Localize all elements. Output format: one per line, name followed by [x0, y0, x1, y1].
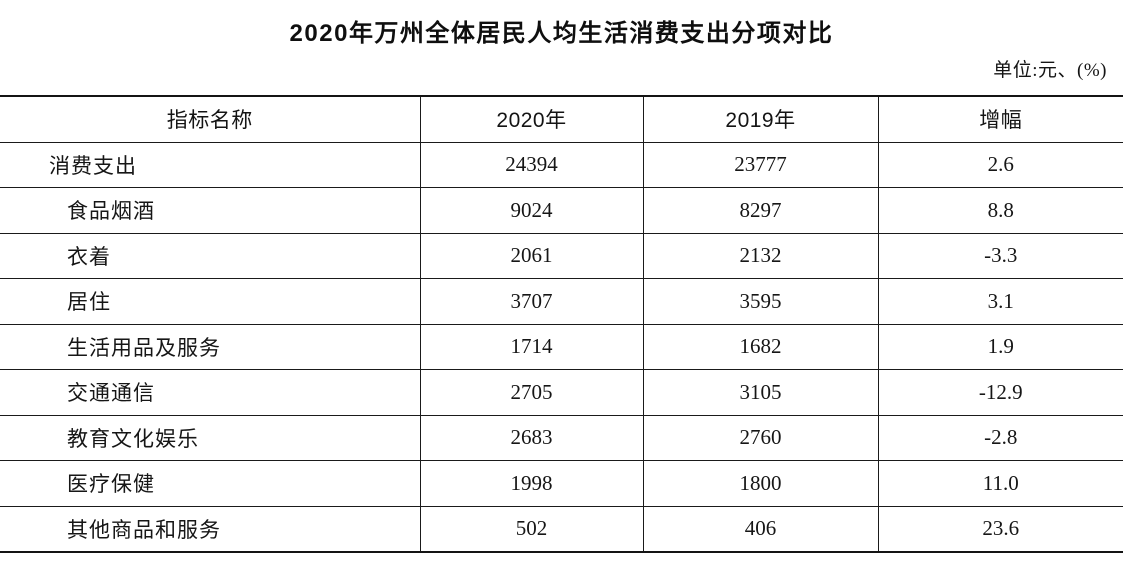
value-growth: 23.6 — [877, 506, 1123, 552]
table-row: 其他商品和服务 502 406 23.6 — [0, 506, 1123, 552]
value-2020: 2683 — [419, 415, 643, 461]
value-2020: 3707 — [419, 278, 643, 324]
indicator-label: 居住 — [67, 290, 111, 315]
indicator-label: 交通通信 — [67, 381, 155, 406]
table-row: 居住 3707 3595 3.1 — [0, 278, 1123, 324]
indicator-label: 其他商品和服务 — [67, 517, 221, 542]
table-row: 医疗保健 1998 1800 11.0 — [0, 460, 1123, 506]
value-2019: 1682 — [642, 324, 878, 370]
indicator-label: 消费支出 — [49, 153, 137, 178]
value-2020: 2061 — [419, 233, 643, 279]
value-2020: 1998 — [419, 460, 643, 506]
value-growth: -3.3 — [877, 233, 1123, 279]
value-2020: 502 — [419, 506, 643, 552]
value-growth: 11.0 — [877, 460, 1123, 506]
column-header-2019: 2019年 — [642, 96, 878, 142]
indicator-label: 衣着 — [67, 244, 111, 269]
table-row: 生活用品及服务 1714 1682 1.9 — [0, 324, 1123, 370]
value-growth: 2.6 — [877, 142, 1123, 188]
value-2019: 3105 — [642, 369, 878, 415]
column-header-growth: 增幅 — [877, 96, 1123, 142]
indicator-label: 教育文化娱乐 — [67, 426, 199, 451]
value-2019: 23777 — [642, 142, 878, 188]
table-body: 消费支出 24394 23777 2.6 食品烟酒 9024 8297 8.8 … — [0, 142, 1123, 552]
column-header-indicator: 指标名称 — [166, 109, 253, 133]
value-2019: 3595 — [642, 278, 878, 324]
value-growth: 3.1 — [877, 278, 1123, 324]
page-title: 2020年万州全体居民人均生活消费支出分项对比 — [289, 20, 834, 47]
table-row: 教育文化娱乐 2683 2760 -2.8 — [0, 415, 1123, 461]
value-2020: 24394 — [419, 142, 643, 188]
value-2020: 2705 — [419, 369, 643, 415]
value-2019: 8297 — [642, 187, 878, 233]
unit-note: 单位:元、(%) — [993, 60, 1107, 81]
value-growth: -2.8 — [877, 415, 1123, 461]
table-row: 食品烟酒 9024 8297 8.8 — [0, 187, 1123, 233]
indicator-label: 食品烟酒 — [67, 199, 155, 224]
table-row: 消费支出 24394 23777 2.6 — [0, 142, 1123, 188]
value-2020: 1714 — [419, 324, 643, 370]
value-2020: 9024 — [419, 187, 643, 233]
value-growth: 8.8 — [877, 187, 1123, 233]
column-header-2020: 2020年 — [419, 96, 643, 142]
value-growth: -12.9 — [877, 369, 1123, 415]
value-2019: 406 — [642, 506, 878, 552]
value-2019: 2760 — [642, 415, 878, 461]
indicator-label: 医疗保健 — [67, 472, 155, 497]
table-header-row: 指标名称 2020年 2019年 增幅 — [0, 96, 1123, 142]
value-2019: 2132 — [642, 233, 878, 279]
value-growth: 1.9 — [877, 324, 1123, 370]
indicator-label: 生活用品及服务 — [67, 335, 221, 360]
table-row: 衣着 2061 2132 -3.3 — [0, 233, 1123, 279]
consumption-table: 指标名称 2020年 2019年 增幅 消费支出 24394 23777 2.6… — [0, 95, 1123, 553]
value-2019: 1800 — [642, 460, 878, 506]
table-row: 交通通信 2705 3105 -12.9 — [0, 369, 1123, 415]
